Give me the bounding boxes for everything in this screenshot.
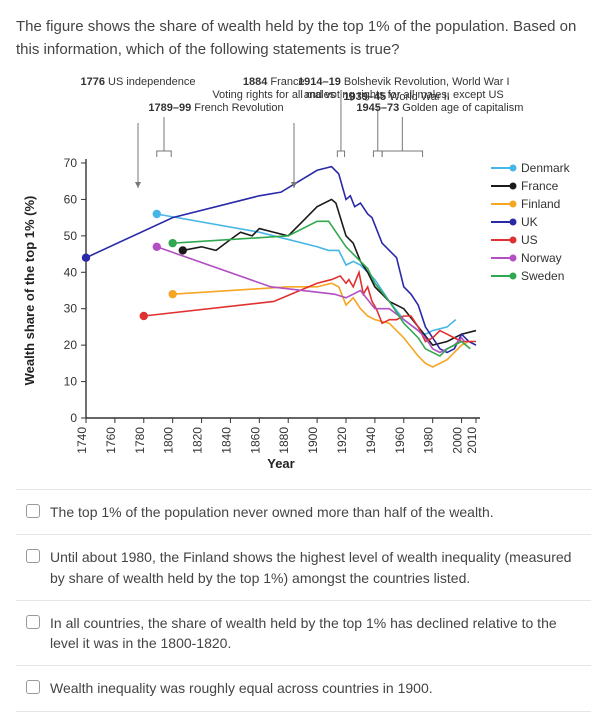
svg-text:1900: 1900 — [306, 427, 320, 454]
svg-text:Norway: Norway — [521, 251, 562, 265]
svg-text:1776 US independence: 1776 US independence — [81, 76, 196, 88]
svg-text:Denmark: Denmark — [521, 161, 571, 175]
svg-text:1860: 1860 — [248, 427, 262, 454]
checkbox-icon[interactable] — [26, 549, 40, 563]
svg-text:1789–99 French Revolution: 1789–99 French Revolution — [148, 102, 283, 114]
svg-text:Sweden: Sweden — [521, 269, 564, 283]
svg-text:Finland: Finland — [521, 197, 560, 211]
svg-text:40: 40 — [64, 265, 78, 279]
svg-text:1884 France: 1884 France — [243, 76, 305, 88]
svg-text:1980: 1980 — [422, 427, 436, 454]
svg-text:70: 70 — [64, 156, 78, 170]
svg-text:10: 10 — [64, 375, 78, 389]
svg-text:50: 50 — [64, 229, 78, 243]
answer-option[interactable]: The top 1% of the population never owned… — [16, 489, 591, 534]
svg-text:1820: 1820 — [191, 427, 205, 454]
svg-text:2010: 2010 — [465, 427, 479, 454]
answer-option[interactable]: In all countries, the share of wealth he… — [16, 600, 591, 666]
svg-text:60: 60 — [64, 192, 78, 206]
svg-text:0: 0 — [70, 411, 77, 425]
checkbox-icon[interactable] — [26, 504, 40, 518]
svg-text:1940: 1940 — [364, 427, 378, 454]
svg-text:1740: 1740 — [75, 427, 89, 454]
svg-text:1880: 1880 — [277, 427, 291, 454]
svg-text:1780: 1780 — [133, 427, 147, 454]
svg-text:France: France — [521, 179, 559, 193]
svg-text:1920: 1920 — [335, 427, 349, 454]
svg-text:Wealth share of the top 1% (%): Wealth share of the top 1% (%) — [22, 196, 37, 386]
answer-text: Wealth inequality was roughly equal acro… — [50, 678, 433, 698]
answers-list: The top 1% of the population never owned… — [16, 489, 591, 712]
svg-text:1960: 1960 — [393, 427, 407, 454]
svg-text:1800: 1800 — [162, 427, 176, 454]
wealth-share-chart: 0 10 20 30 40 50 60 70 1740 1760 1780 1800 1820 1840 1… — [16, 73, 591, 473]
answer-text: In all countries, the share of wealth he… — [50, 613, 581, 654]
svg-text:2000: 2000 — [451, 427, 465, 454]
svg-text:30: 30 — [64, 302, 78, 316]
svg-text:UK: UK — [521, 215, 538, 229]
answer-text: The top 1% of the population never owned… — [50, 502, 494, 522]
checkbox-icon[interactable] — [26, 615, 40, 629]
checkbox-icon[interactable] — [26, 680, 40, 694]
svg-text:US: US — [521, 233, 538, 247]
answer-text: Until about 1980, the Finland shows the … — [50, 547, 581, 588]
answer-option[interactable]: Until about 1980, the Finland shows the … — [16, 534, 591, 600]
svg-text:1945–73 Golden age of capitali: 1945–73 Golden age of capitalism — [356, 102, 523, 114]
svg-text:1840: 1840 — [219, 427, 233, 454]
svg-text:1914–19 Bolshevik Revolution,: 1914–19 Bolshevik Revolution, World War … — [298, 76, 510, 88]
answer-option[interactable]: Wealth inequality was roughly equal acro… — [16, 665, 591, 711]
svg-text:1760: 1760 — [104, 427, 118, 454]
svg-text:Year: Year — [267, 456, 294, 471]
question-text: The figure shows the share of wealth hel… — [16, 16, 591, 61]
svg-text:20: 20 — [64, 338, 78, 352]
